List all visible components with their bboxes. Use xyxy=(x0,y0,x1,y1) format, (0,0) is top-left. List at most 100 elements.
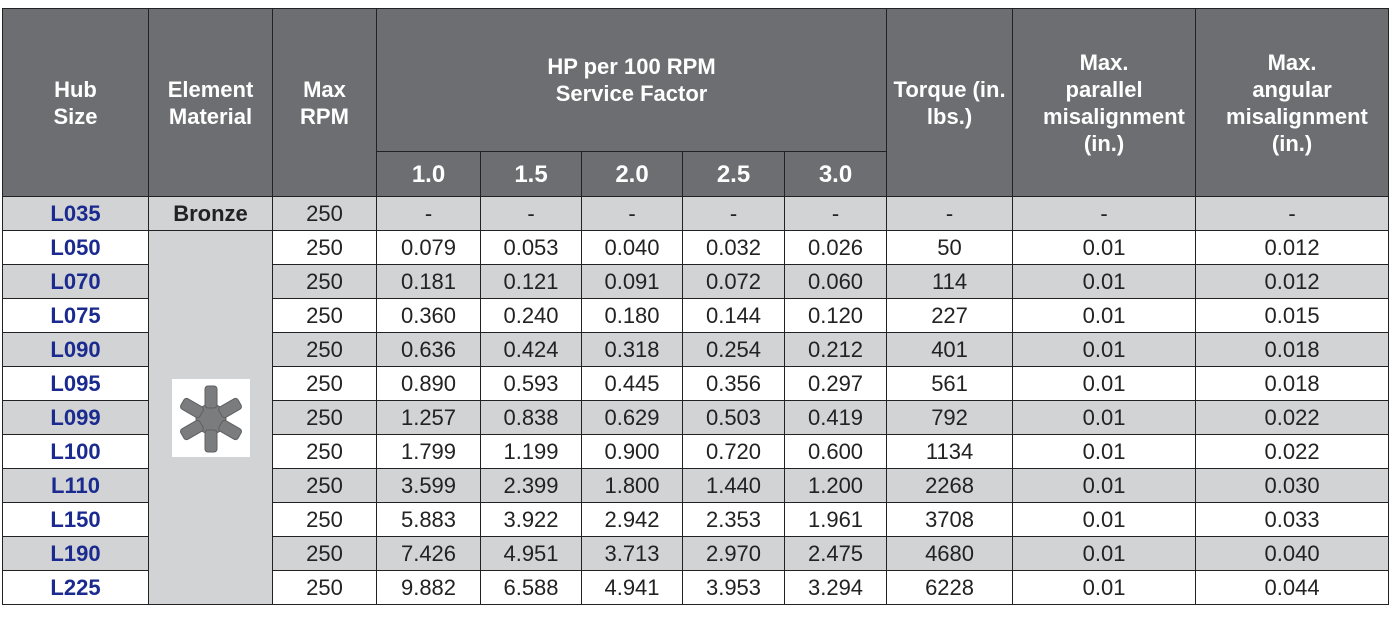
page: Hub Size Element Material Max RPM HP per… xyxy=(0,0,1390,619)
torque: 114 xyxy=(887,265,1013,299)
max-rpm: 250 xyxy=(273,401,377,435)
angular-misalignment: 0.022 xyxy=(1196,435,1389,469)
hp-value: 1.440 xyxy=(683,469,785,503)
hp-value: 7.426 xyxy=(377,537,481,571)
hp-value: 3.599 xyxy=(377,469,481,503)
max-rpm: 250 xyxy=(273,265,377,299)
element-material: Bronze xyxy=(149,197,273,231)
angular-misalignment: - xyxy=(1196,197,1389,231)
max-rpm: 250 xyxy=(273,299,377,333)
hub-size: L035 xyxy=(3,197,149,231)
hp-value: 0.600 xyxy=(785,435,887,469)
max-rpm: 250 xyxy=(273,367,377,401)
hub-size: L095 xyxy=(3,367,149,401)
max-rpm: 250 xyxy=(273,503,377,537)
hp-value: 1.257 xyxy=(377,401,481,435)
hp-value: 0.079 xyxy=(377,231,481,265)
hp-value: 0.120 xyxy=(785,299,887,333)
service-factor: 2.0 xyxy=(582,152,683,197)
hp-value: 1.800 xyxy=(582,469,683,503)
angular-misalignment: 0.018 xyxy=(1196,367,1389,401)
hp-value: 3.922 xyxy=(481,503,582,537)
hp-value: - xyxy=(377,197,481,231)
header-cell: Max RPM xyxy=(273,9,377,197)
service-factor: 1.0 xyxy=(377,152,481,197)
hp-value: 0.629 xyxy=(582,401,683,435)
hub-size: L070 xyxy=(3,265,149,299)
hp-value: 0.318 xyxy=(582,333,683,367)
hp-value: 0.503 xyxy=(683,401,785,435)
hp-value: 1.199 xyxy=(481,435,582,469)
hp-value: 0.053 xyxy=(481,231,582,265)
hp-value: 2.353 xyxy=(683,503,785,537)
parallel-misalignment: 0.01 xyxy=(1013,469,1196,503)
hp-value: 3.713 xyxy=(582,537,683,571)
torque: 561 xyxy=(887,367,1013,401)
hp-value: 0.424 xyxy=(481,333,582,367)
hp-value: 0.072 xyxy=(683,265,785,299)
hp-value: 0.720 xyxy=(683,435,785,469)
header-line: HP per 100 RPM xyxy=(547,54,715,79)
angular-misalignment: 0.040 xyxy=(1196,537,1389,571)
parallel-misalignment: 0.01 xyxy=(1013,299,1196,333)
torque: 1134 xyxy=(887,435,1013,469)
hp-value: 0.254 xyxy=(683,333,785,367)
hp-value: 0.593 xyxy=(481,367,582,401)
hp-value: 3.294 xyxy=(785,571,887,605)
angular-misalignment: 0.015 xyxy=(1196,299,1389,333)
max-rpm: 250 xyxy=(273,571,377,605)
header-cell: Element Material xyxy=(149,9,273,197)
hp-value: - xyxy=(582,197,683,231)
angular-misalignment: 0.012 xyxy=(1196,265,1389,299)
hp-value: 0.032 xyxy=(683,231,785,265)
parallel-misalignment: 0.01 xyxy=(1013,435,1196,469)
hp-value: 2.399 xyxy=(481,469,582,503)
hp-value: 0.360 xyxy=(377,299,481,333)
element-material-image xyxy=(149,231,273,605)
parallel-misalignment: 0.01 xyxy=(1013,571,1196,605)
header-row: Hub Size Element Material Max RPM HP per… xyxy=(3,9,1389,152)
hp-value: - xyxy=(785,197,887,231)
max-rpm: 250 xyxy=(273,333,377,367)
service-factor: 3.0 xyxy=(785,152,887,197)
coupling-table: Hub Size Element Material Max RPM HP per… xyxy=(2,8,1389,605)
hub-size: L225 xyxy=(3,571,149,605)
angular-misalignment: 0.030 xyxy=(1196,469,1389,503)
hp-value: 0.890 xyxy=(377,367,481,401)
hub-size: L110 xyxy=(3,469,149,503)
hp-value: 0.240 xyxy=(481,299,582,333)
hp-value: 0.026 xyxy=(785,231,887,265)
service-factor: 1.5 xyxy=(481,152,582,197)
hub-size: L075 xyxy=(3,299,149,333)
angular-misalignment: 0.012 xyxy=(1196,231,1389,265)
torque: 2268 xyxy=(887,469,1013,503)
header-cell: Hub Size xyxy=(3,9,149,197)
hub-size: L100 xyxy=(3,435,149,469)
torque: 4680 xyxy=(887,537,1013,571)
hub-size: L090 xyxy=(3,333,149,367)
max-rpm: 250 xyxy=(273,197,377,231)
hp-value: 0.144 xyxy=(683,299,785,333)
hp-value: 0.838 xyxy=(481,401,582,435)
hp-value: 0.091 xyxy=(582,265,683,299)
hp-value: 0.445 xyxy=(582,367,683,401)
max-rpm: 250 xyxy=(273,469,377,503)
torque: 792 xyxy=(887,401,1013,435)
hp-value: - xyxy=(683,197,785,231)
header-line: Service Factor xyxy=(556,81,708,106)
hp-value: 0.297 xyxy=(785,367,887,401)
parallel-misalignment: 0.01 xyxy=(1013,503,1196,537)
hp-value: 5.883 xyxy=(377,503,481,537)
hp-value: 0.419 xyxy=(785,401,887,435)
hp-value: 0.356 xyxy=(683,367,785,401)
hp-value: 1.799 xyxy=(377,435,481,469)
hub-size: L150 xyxy=(3,503,149,537)
hp-value: 4.951 xyxy=(481,537,582,571)
parallel-misalignment: 0.01 xyxy=(1013,265,1196,299)
hp-value: 0.040 xyxy=(582,231,683,265)
angular-misalignment: 0.022 xyxy=(1196,401,1389,435)
hp-value: 2.970 xyxy=(683,537,785,571)
